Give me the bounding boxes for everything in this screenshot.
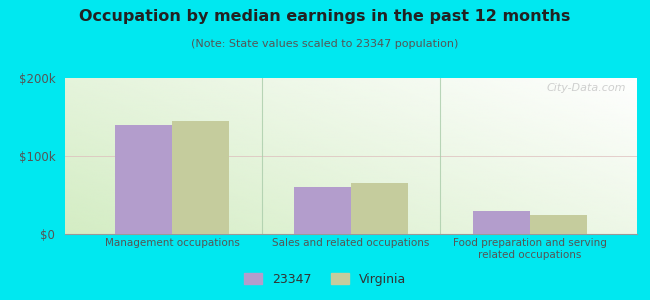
Text: Occupation by median earnings in the past 12 months: Occupation by median earnings in the pas… xyxy=(79,9,571,24)
Bar xyxy=(530,214,587,234)
Bar xyxy=(115,125,172,234)
Text: City-Data.com: City-Data.com xyxy=(546,83,625,93)
Bar xyxy=(294,187,351,234)
Bar xyxy=(473,211,530,234)
Text: (Note: State values scaled to 23347 population): (Note: State values scaled to 23347 popu… xyxy=(191,39,459,49)
Bar xyxy=(172,121,229,234)
Bar xyxy=(351,183,408,234)
Legend: 23347, Virginia: 23347, Virginia xyxy=(239,268,411,291)
